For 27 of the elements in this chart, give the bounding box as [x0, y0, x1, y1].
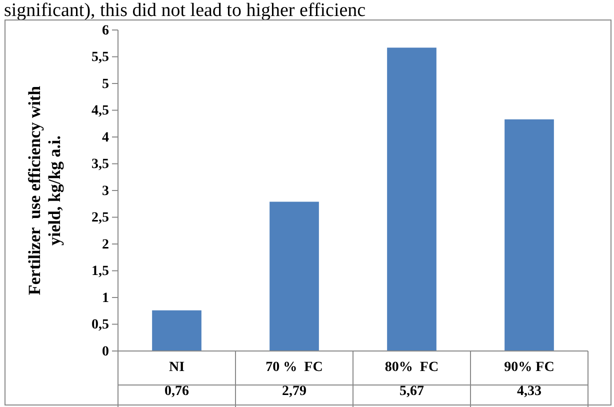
y-tick-label: 3	[102, 184, 109, 199]
data-label: 5,67	[400, 384, 424, 399]
x-tick-label: 70 % FC	[266, 360, 323, 375]
y-tick-label: 2	[102, 237, 109, 252]
y-tick-label: 4,5	[92, 104, 109, 119]
y-tick-label: 4	[102, 130, 109, 146]
y-tick-label: 6	[102, 23, 109, 38]
bar	[270, 202, 319, 351]
bar	[504, 119, 554, 351]
y-tick-label: 5,5	[92, 50, 109, 66]
y-tick-label: 0	[102, 344, 109, 360]
y-tick-label: 5	[102, 76, 109, 92]
y-tick-label: 2,5	[92, 210, 109, 226]
data-label: 4,33	[517, 384, 542, 399]
x-tick-label: NI	[168, 360, 185, 375]
y-tick-label: 1	[102, 290, 109, 306]
x-tick-label: 80% FC	[384, 360, 439, 375]
y-tick-label: 1,5	[92, 264, 109, 280]
x-tick-label: 90% FC	[504, 360, 554, 375]
data-label: 2,79	[282, 384, 306, 399]
data-label: 0,76	[164, 384, 189, 399]
text: significant), this did not lead to higher efficienc	[4, 0, 366, 21]
y-tick-label: 3,5	[92, 157, 109, 172]
bar	[152, 310, 202, 351]
y-tick-label: 0,5	[92, 318, 109, 333]
bar	[387, 48, 436, 351]
y-axis-title: Fertilizer use efficiency with yield, kg/kg a.i.	[25, 85, 64, 296]
